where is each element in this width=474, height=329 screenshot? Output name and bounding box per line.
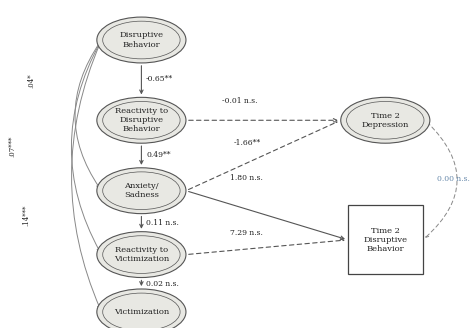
Ellipse shape (341, 97, 430, 143)
Ellipse shape (97, 168, 186, 214)
Ellipse shape (97, 97, 186, 143)
Ellipse shape (97, 289, 186, 329)
Text: Time 2
Disruptive
Behavior: Time 2 Disruptive Behavior (363, 227, 407, 253)
Text: Reactivity to
Disruptive
Behavior: Reactivity to Disruptive Behavior (115, 107, 168, 134)
Text: 0.11 n.s.: 0.11 n.s. (146, 219, 179, 227)
Text: -0.01 n.s.: -0.01 n.s. (222, 97, 258, 105)
Text: .14***: .14*** (22, 205, 30, 226)
Text: .04*: .04* (27, 74, 35, 88)
Text: Anxiety/
Sadness: Anxiety/ Sadness (124, 182, 159, 199)
Text: Victimization: Victimization (114, 308, 169, 316)
Text: 1.80 n.s.: 1.80 n.s. (230, 174, 264, 182)
Text: Disruptive
Behavior: Disruptive Behavior (119, 31, 164, 49)
Ellipse shape (97, 232, 186, 278)
FancyBboxPatch shape (348, 205, 423, 274)
Text: 0.02 n.s.: 0.02 n.s. (146, 280, 179, 288)
Text: 7.29 n.s.: 7.29 n.s. (230, 229, 264, 237)
Text: Reactivity to
Victimization: Reactivity to Victimization (114, 246, 169, 263)
Ellipse shape (97, 17, 186, 63)
Text: -0.65**: -0.65** (146, 75, 173, 83)
Text: 0.00 n.s.: 0.00 n.s. (437, 175, 470, 183)
Text: -1.66**: -1.66** (233, 139, 261, 147)
Text: .07***: .07*** (9, 136, 17, 157)
Text: 0.49**: 0.49** (146, 151, 171, 159)
Text: Time 2
Depression: Time 2 Depression (362, 112, 409, 129)
